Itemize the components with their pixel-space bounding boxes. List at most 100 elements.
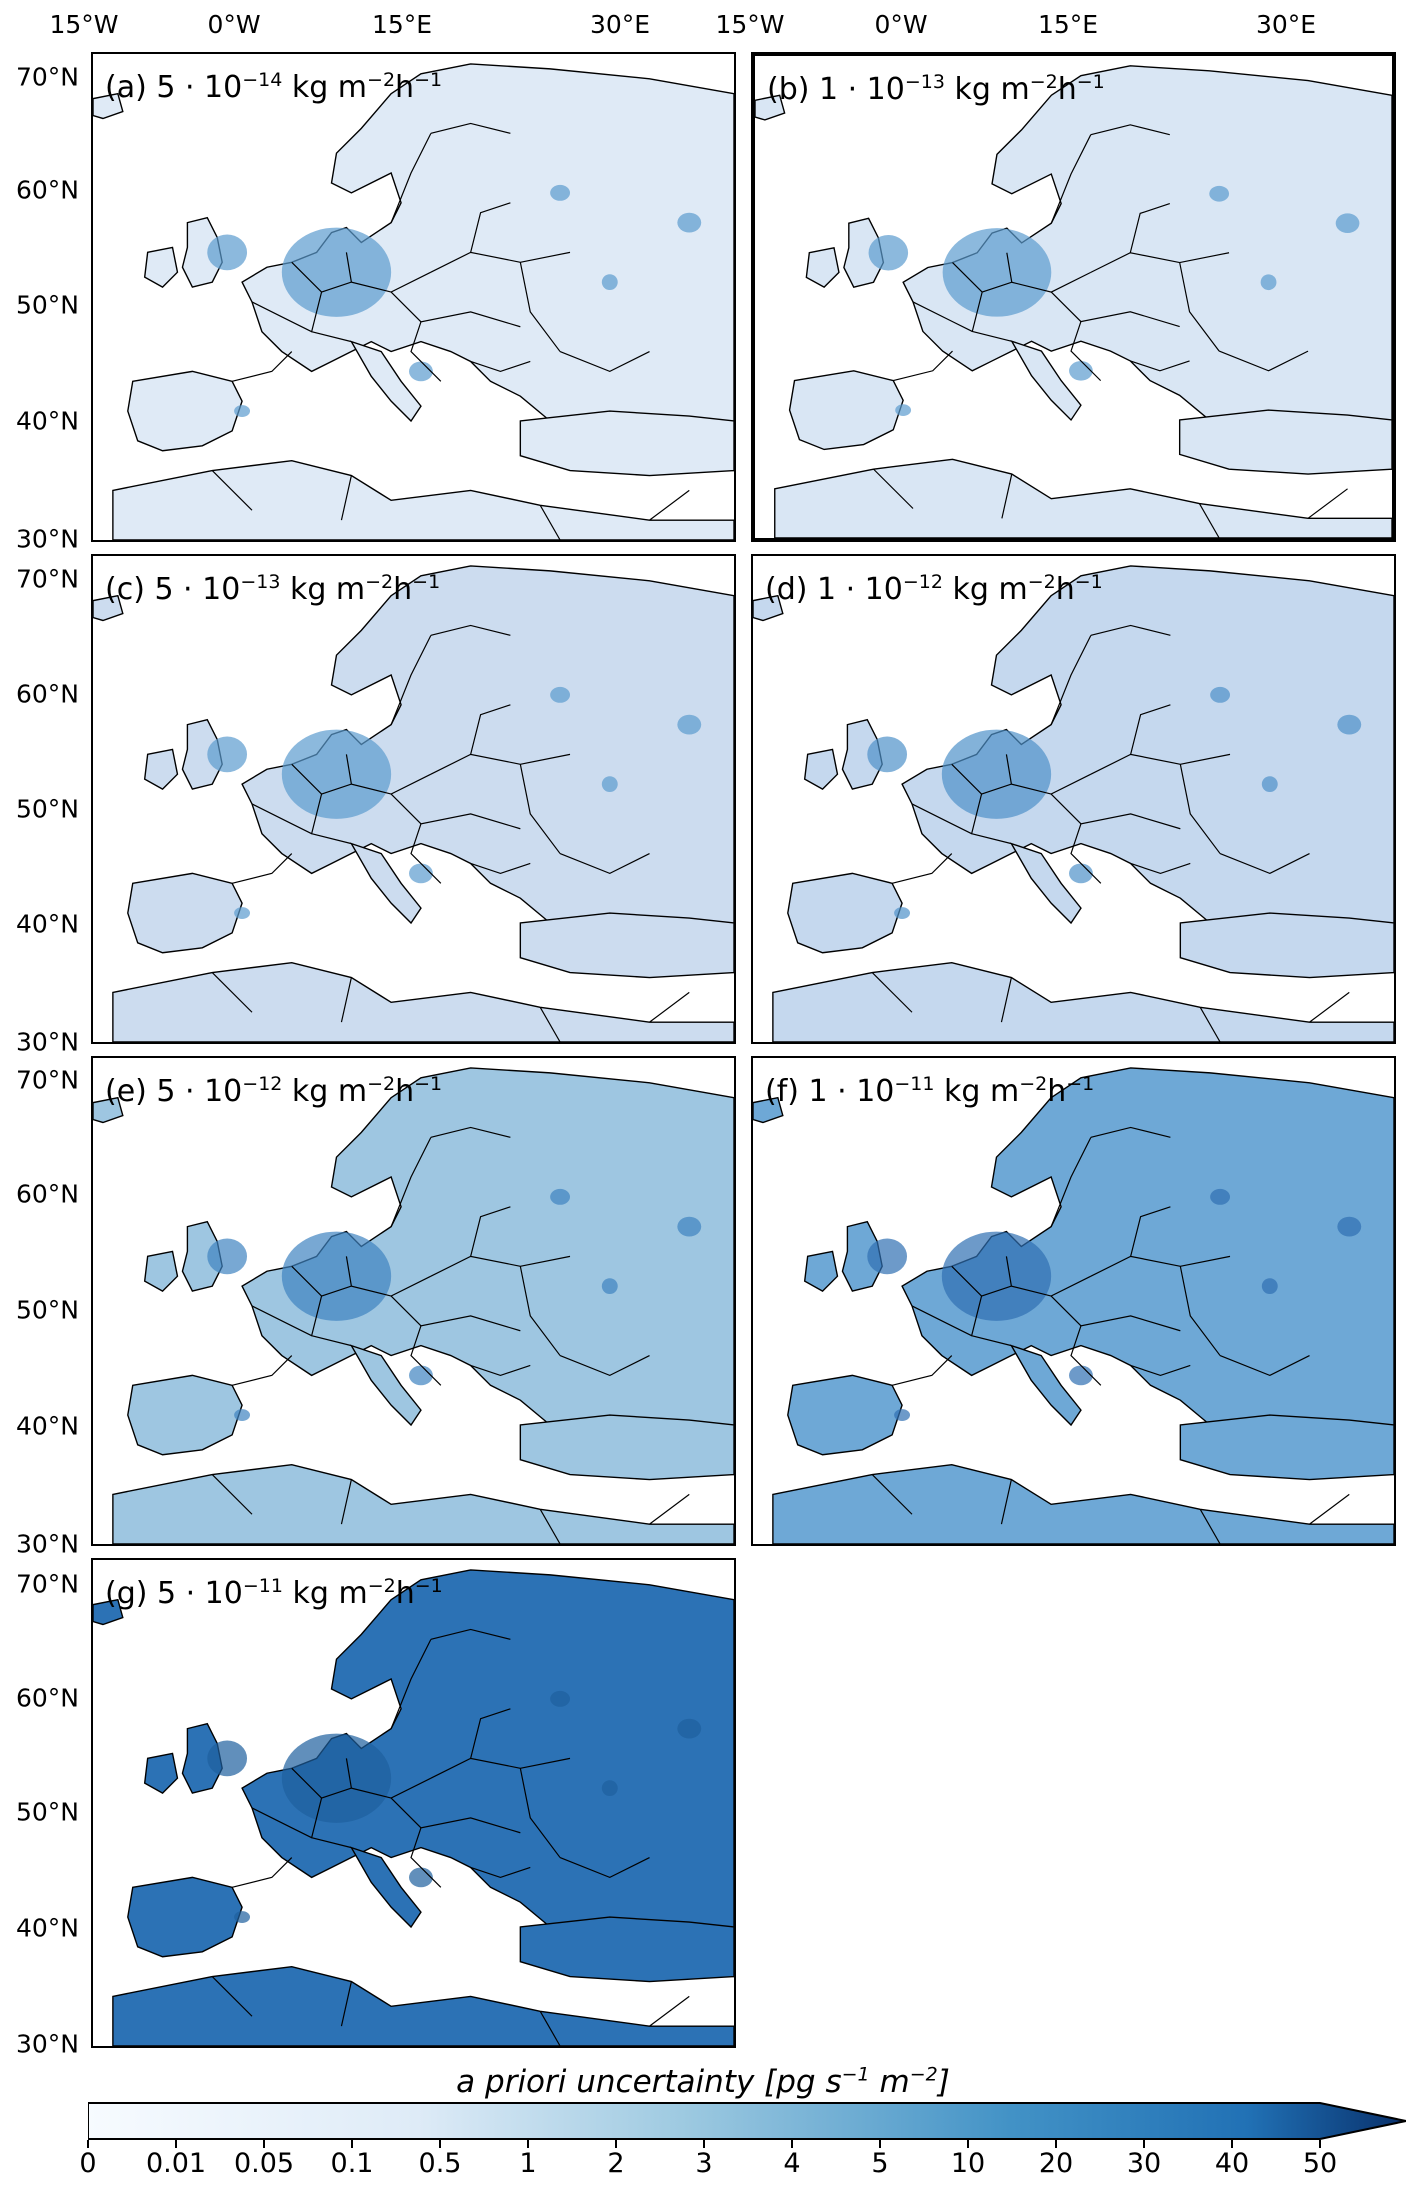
land-region [1179, 912, 1394, 979]
colorbar [88, 2102, 1406, 2140]
country-border [390, 1137, 432, 1227]
country-border [649, 1493, 690, 1525]
country-border [1050, 291, 1180, 328]
land-region [774, 458, 1392, 538]
land-region [181, 1722, 223, 1794]
country-border [470, 704, 511, 755]
emission-hotspot [234, 1911, 251, 1924]
country-border [519, 764, 561, 854]
colorbar-tick-mark [703, 2140, 705, 2148]
country-border [873, 468, 914, 509]
country-border [1005, 754, 1012, 785]
colorbar-tick-label: 0.05 [233, 2148, 295, 2179]
country-border [430, 1255, 571, 1277]
land-region [1010, 340, 1082, 422]
land-region [143, 1752, 179, 1794]
colorbar-tick-mark [439, 2140, 441, 2148]
emission-hotspot [409, 1365, 433, 1386]
emission-hotspot [281, 227, 392, 317]
country-border [911, 1305, 972, 1337]
country-border [410, 321, 442, 382]
country-border [345, 1758, 352, 1789]
country-border [340, 1479, 352, 1525]
country-border [871, 1474, 913, 1515]
country-border [410, 1827, 442, 1888]
country-border [251, 1807, 312, 1839]
colorbar-tick-mark [1055, 2140, 1057, 2148]
country-border [1090, 1126, 1171, 1138]
country-border [1130, 704, 1171, 755]
land-region [112, 459, 734, 540]
country-border [1199, 1006, 1221, 1042]
emission-hotspot [1069, 360, 1093, 381]
emission-hotspot [234, 405, 251, 418]
country-border [1005, 1256, 1012, 1287]
country-border [390, 133, 432, 223]
country-border [390, 1797, 521, 1834]
country-border [559, 350, 650, 373]
country-border [1198, 503, 1220, 538]
country-border [470, 862, 531, 875]
colorbar-tick-label: 4 [783, 2148, 801, 2179]
emission-hotspot [1261, 1278, 1278, 1295]
colorbar-tick-label: 0.1 [330, 2148, 374, 2179]
emission-hotspot [868, 235, 909, 271]
lat-label-70n: 70°N [15, 62, 79, 92]
land-region [519, 1414, 734, 1481]
panel-title-a: (a) 5 · 10−14 kg m−2h−1 [105, 69, 443, 105]
emission-hotspot [550, 1690, 571, 1707]
country-border [970, 793, 1012, 845]
country-border [410, 823, 442, 884]
country-border [519, 1266, 561, 1356]
lat-label-40n: 40°N [15, 406, 79, 436]
colorbar-tick-mark [263, 2140, 265, 2148]
country-border [911, 803, 972, 835]
country-border [231, 1857, 293, 1888]
lat-label-30n: 30°N [15, 524, 79, 554]
land-region [127, 872, 243, 954]
land-region [349, 1344, 422, 1427]
country-border [559, 852, 650, 875]
emission-hotspot [550, 1188, 571, 1205]
country-border [519, 1768, 561, 1858]
emission-hotspot [1337, 1216, 1362, 1237]
land-region [753, 1096, 784, 1124]
colorbar-tick-label: 2 [607, 2148, 625, 2179]
emission-hotspot [677, 1718, 702, 1739]
emission-hotspot [409, 361, 433, 382]
colorbar-tick-mark [967, 2140, 969, 2148]
country-border [1179, 764, 1221, 854]
country-border [430, 1628, 511, 1640]
panel-title-e: (e) 5 · 10−12 kg m−2h−1 [105, 1073, 443, 1109]
map-panel-b: (b) 1 · 10−13 kg m−2h−1 [751, 52, 1396, 542]
land-region [143, 1250, 179, 1292]
country-border [340, 977, 352, 1023]
lat-label-60n: 60°N [15, 175, 79, 205]
country-border [1309, 991, 1350, 1023]
emission-hotspot [677, 212, 702, 233]
land-region [127, 1876, 243, 1958]
lon-label-right-30e: 30°E [1255, 10, 1317, 39]
country-border [649, 991, 690, 1023]
land-region [93, 1096, 124, 1124]
colorbar-tick-label: 3 [695, 2148, 713, 2179]
country-border [1050, 1295, 1181, 1332]
colorbar-tick-mark [1143, 2140, 1145, 2148]
land-region [787, 1374, 903, 1456]
map-b [755, 65, 1392, 538]
country-border [430, 122, 511, 134]
emission-hotspot [207, 234, 248, 271]
emission-hotspot [550, 686, 571, 703]
colorbar-tick-label: 50 [1302, 2148, 1338, 2179]
country-border [345, 252, 352, 283]
map-panel-a: (a) 5 · 10−14 kg m−2h−1 [91, 52, 736, 542]
country-border [1130, 360, 1190, 372]
emission-hotspot [1337, 714, 1362, 735]
emission-hotspot [895, 404, 912, 417]
land-region [803, 748, 839, 790]
country-border [1130, 1364, 1191, 1377]
land-region [93, 594, 124, 622]
land-region [788, 370, 904, 451]
land-region [519, 1916, 734, 1983]
emission-hotspot [677, 714, 702, 735]
